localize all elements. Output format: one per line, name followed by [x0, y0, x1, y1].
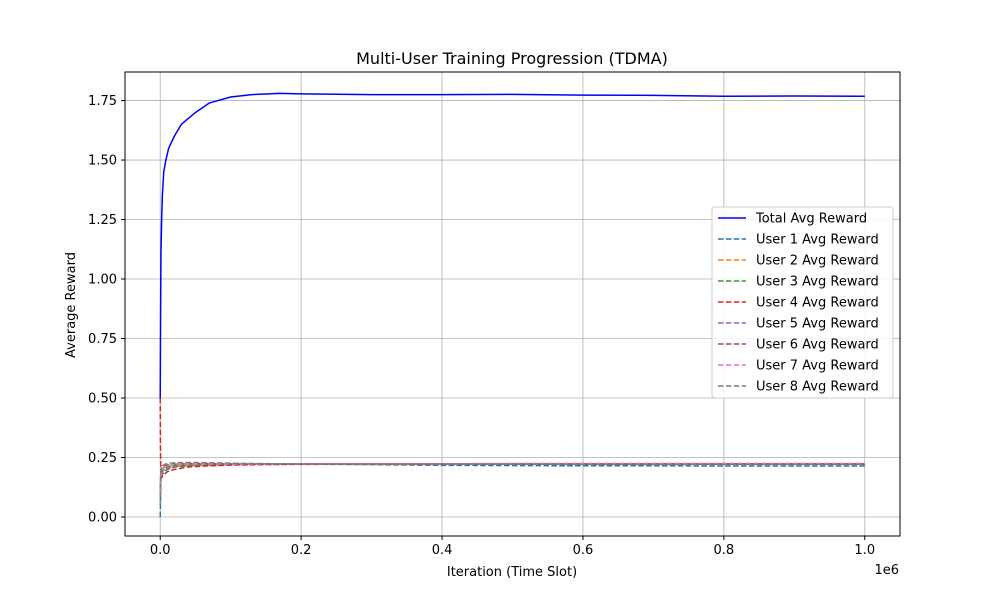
x-tick-label: 0.2 [291, 543, 312, 558]
chart-title: Multi-User Training Progression (TDMA) [356, 49, 668, 68]
y-tick-label: 1.75 [88, 94, 117, 109]
plot-frame [124, 71, 901, 537]
y-tick-label: 1.00 [88, 273, 117, 288]
x-axis-offset-label: 1e6 [874, 563, 899, 578]
legend-box [711, 206, 894, 399]
x-tick-label: 1.0 [854, 543, 875, 558]
legend-label: User 7 Avg Reward [756, 359, 879, 374]
legend-label: User 3 Avg Reward [756, 275, 879, 290]
series-line-user-8-avg-reward [159, 461, 865, 506]
legend-entries: Total Avg Reward User 1 Avg Reward User 2 … [718, 212, 879, 395]
x-tick-label: 0.0 [150, 543, 171, 558]
series-line-user-6-avg-reward [159, 462, 865, 489]
y-tick-label: 0.50 [88, 391, 117, 406]
x-tick-label: 0.4 [432, 543, 453, 558]
y-tick-label: 1.25 [88, 213, 117, 228]
legend-label: Total Avg Reward [755, 212, 867, 227]
y-tick-label: 0.00 [88, 510, 117, 525]
legend-label: User 6 Avg Reward [756, 338, 879, 353]
legend-label: User 4 Avg Reward [756, 296, 879, 311]
x-axis-label: Iteration (Time Slot) [447, 565, 577, 580]
legend-label: User 8 Avg Reward [756, 380, 879, 395]
legend-label: User 1 Avg Reward [756, 233, 879, 248]
y-tick-label: 0.75 [88, 332, 117, 347]
series-line-total-avg-reward [159, 92, 865, 398]
x-tick-label: 0.6 [573, 543, 594, 558]
series-group [159, 92, 865, 517]
y-tick-label: 0.25 [88, 451, 117, 466]
y-axis-label: Average Reward [64, 252, 79, 358]
x-tick-label: 0.8 [714, 543, 735, 558]
axis-ticks: 0.0 0.2 0.4 0.6 0.8 1.0 0.00 0.25 0.50 0.75 1.00 1.… [88, 94, 875, 558]
legend-label: User 5 Avg Reward [756, 317, 879, 332]
legend-label: User 2 Avg Reward [756, 254, 879, 269]
y-tick-label: 1.50 [88, 154, 117, 169]
legend: Total Avg Reward User 1 Avg Reward User 2 … [711, 206, 894, 399]
